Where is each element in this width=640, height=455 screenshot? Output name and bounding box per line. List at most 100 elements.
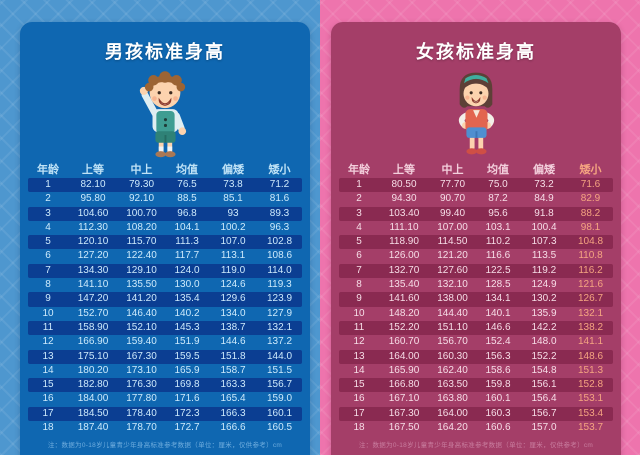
height-cell: 122.5 (485, 264, 511, 276)
age-cell: 5 (45, 236, 51, 248)
height-cell: 138.7 (220, 321, 246, 333)
height-cell: 184.50 (77, 407, 109, 419)
table-row: 4 112.30 108.20 104.1 100.2 96.3 (28, 221, 302, 235)
girl-mascot-illustration (331, 64, 621, 160)
height-cell: 132.1 (266, 321, 293, 333)
boy-mascot-illustration (20, 64, 310, 160)
age-cell: 16 (353, 393, 365, 405)
height-cell: 144.0 (266, 350, 293, 362)
table-row: 14 180.20 173.10 165.9 158.7 151.5 (28, 364, 302, 378)
height-cell: 128.5 (485, 279, 511, 291)
height-cell: 156.70 (437, 336, 468, 348)
height-cell: 122.40 (126, 250, 157, 262)
table-row: 4 111.10 107.00 103.1 100.4 98.1 (339, 221, 613, 235)
height-cell: 160.30 (437, 350, 468, 362)
column-header: 中上 (441, 164, 464, 176)
height-cell: 103.40 (388, 207, 420, 219)
table-row: 16 167.10 163.80 160.1 156.4 153.1 (339, 392, 613, 406)
height-cell: 85.1 (223, 193, 243, 205)
height-cell: 124.6 (220, 279, 246, 291)
height-cell: 144.40 (437, 307, 468, 319)
height-cell: 127.60 (437, 264, 468, 276)
height-cell: 152.2 (531, 350, 557, 362)
age-cell: 13 (42, 350, 54, 362)
table-row: 8 135.40 132.10 128.5 124.9 121.6 (339, 278, 613, 292)
height-cell: 107.3 (531, 236, 557, 248)
height-cell: 110.2 (485, 236, 511, 248)
column-header: 均值 (176, 164, 198, 176)
table-row: 8 141.10 135.50 130.0 124.6 119.3 (28, 278, 302, 292)
height-cell: 135.4 (174, 293, 200, 305)
height-cell: 141.20 (126, 293, 157, 305)
height-cell: 89.3 (269, 207, 290, 219)
height-cell: 141.1 (577, 336, 604, 348)
age-cell: 6 (45, 250, 51, 262)
height-cell: 163.50 (437, 379, 468, 391)
height-cell: 113.1 (220, 250, 246, 262)
height-cell: 158.6 (485, 364, 511, 376)
height-cell: 98.1 (580, 221, 601, 233)
table-row: 2 94.30 90.70 87.2 84.9 82.9 (339, 192, 613, 206)
height-cell: 151.10 (437, 321, 468, 333)
height-cell: 152.70 (77, 307, 109, 319)
height-cell: 132.10 (437, 279, 468, 291)
column-header: 偏矮 (533, 164, 555, 176)
age-cell: 15 (353, 379, 365, 391)
table-row: 13 175.10 167.30 159.5 151.8 144.0 (28, 349, 302, 364)
height-cell: 167.30 (126, 350, 157, 362)
height-cell: 87.2 (488, 193, 508, 205)
height-cell: 162.40 (437, 364, 468, 376)
height-cell: 94.30 (391, 193, 417, 205)
column-header: 偏矮 (222, 164, 244, 176)
height-cell: 166.3 (220, 407, 246, 419)
table-row: 15 166.80 163.50 159.8 156.1 152.8 (339, 378, 613, 393)
height-cell: 177.80 (126, 393, 157, 405)
table-row: 1 80.50 77.70 75.0 73.2 71.6 (339, 178, 613, 193)
height-cell: 115.70 (126, 236, 157, 248)
height-cell: 175.10 (77, 350, 109, 362)
height-cell: 103.1 (485, 221, 511, 233)
height-cell: 100.2 (220, 221, 246, 233)
height-cell: 73.8 (223, 179, 243, 190)
height-cell: 107.0 (220, 236, 246, 248)
height-cell: 121.20 (437, 250, 468, 262)
girls-table-body: 1 80.50 77.70 75.0 73.2 71.6 2 94.30 90.70 87.2 84… (339, 178, 613, 435)
height-cell: 134.1 (485, 293, 511, 305)
height-cell: 159.40 (126, 336, 157, 348)
height-cell: 157.0 (531, 422, 557, 434)
height-cell: 135.40 (388, 279, 420, 291)
height-cell: 153.1 (577, 393, 604, 405)
column-header: 矮小 (579, 164, 602, 176)
height-cell: 148.0 (531, 336, 557, 348)
height-cell: 173.10 (126, 364, 157, 376)
height-cell: 126.7 (577, 293, 604, 305)
age-cell: 12 (42, 336, 54, 348)
height-cell: 93 (227, 207, 239, 219)
height-cell: 104.8 (577, 236, 604, 248)
height-cell: 154.8 (531, 364, 557, 376)
height-cell: 100.70 (126, 207, 157, 219)
age-cell: 9 (356, 293, 362, 305)
table-row: 3 103.40 99.40 95.6 91.8 88.2 (339, 206, 613, 221)
height-cell: 151.9 (174, 336, 200, 348)
height-cell: 80.50 (391, 179, 417, 190)
height-cell: 152.10 (126, 321, 157, 333)
height-cell: 77.70 (439, 179, 466, 190)
table-row: 9 147.20 141.20 135.4 129.6 123.9 (28, 292, 302, 307)
height-cell: 140.1 (485, 307, 511, 319)
table-row: 12 160.70 156.70 152.4 148.0 141.1 (339, 335, 613, 349)
height-cell: 116.2 (578, 264, 603, 276)
height-cell: 100.4 (531, 221, 557, 233)
height-cell: 135.9 (531, 307, 557, 319)
table-row: 9 141.60 138.00 134.1 130.2 126.7 (339, 292, 613, 307)
height-cell: 90.70 (439, 193, 466, 205)
girls-height-table: 年龄 上等 中上 均值 偏矮 矮小 1 80.50 77.70 75.0 73.2 71.6 2 94.… (339, 161, 613, 435)
height-cell: 119.3 (267, 279, 292, 291)
height-cell: 82.10 (80, 179, 106, 190)
height-cell: 82.9 (580, 193, 601, 205)
height-cell: 104.60 (77, 207, 109, 219)
girls-card: 女孩标准身高 (331, 22, 621, 455)
height-cell: 132.1 (577, 307, 604, 319)
table-row: 7 132.70 127.60 122.5 119.2 116.2 (339, 263, 613, 279)
age-cell: 1 (45, 179, 51, 190)
